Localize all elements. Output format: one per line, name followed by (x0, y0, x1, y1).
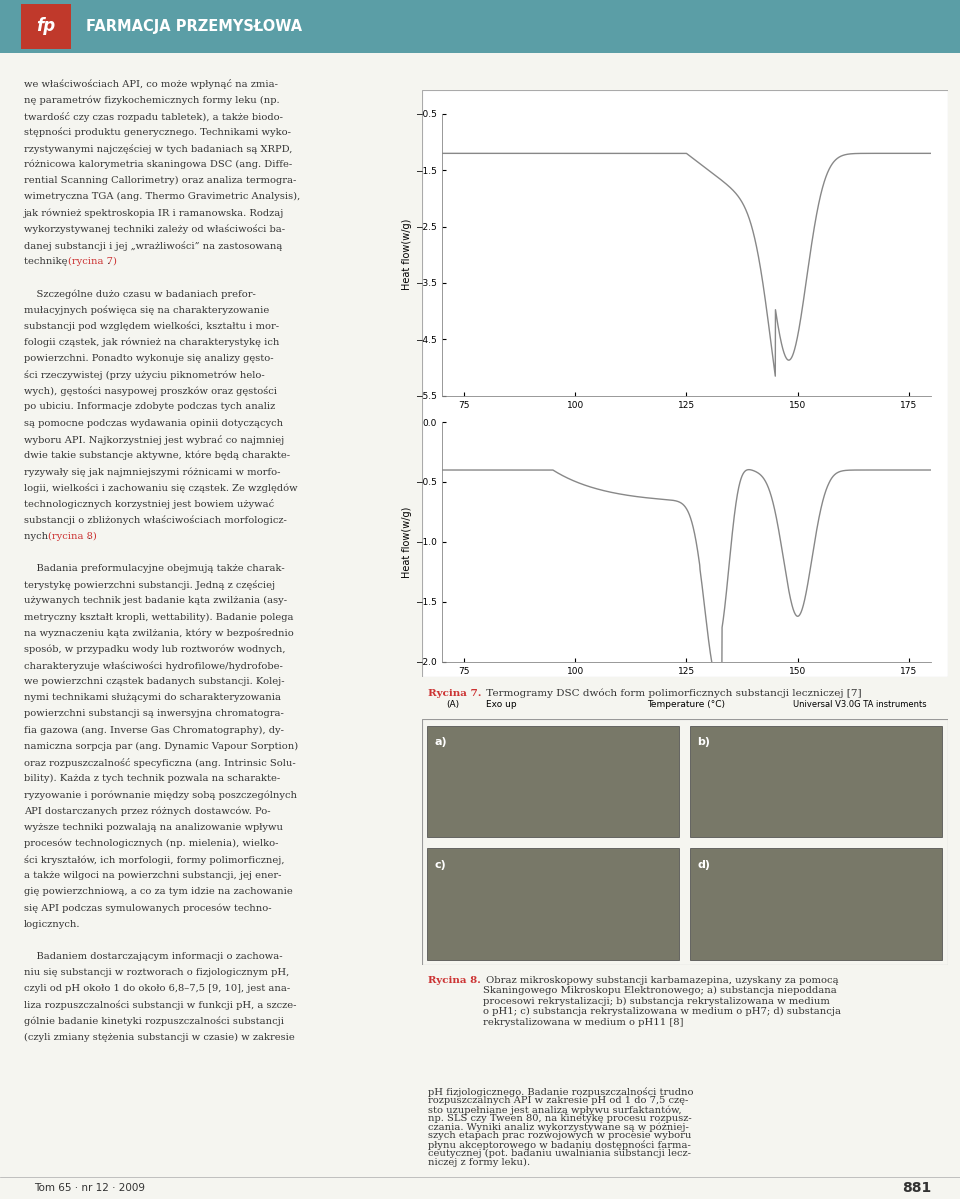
Text: sto uzupełniane jest analizą wpływu surfaktantów,: sto uzupełniane jest analizą wpływu surf… (427, 1105, 682, 1115)
Text: nę parametrów fizykochemicznych formy leku (np.: nę parametrów fizykochemicznych formy le… (24, 96, 279, 104)
Bar (689, 849, 942, 960)
Text: Tom 65 · nr 12 · 2009: Tom 65 · nr 12 · 2009 (34, 1183, 145, 1193)
Text: fologii cząstek, jak również na charakterystykę ich: fologii cząstek, jak również na charakte… (24, 338, 279, 348)
Text: (A): (A) (446, 700, 460, 710)
Text: metryczny kształt kropli, wettability). Badanie polega: metryczny kształt kropli, wettability). … (24, 613, 294, 621)
Text: .: . (107, 257, 109, 266)
Text: liza rozpuszczalności substancji w funkcji pH, a szcze-: liza rozpuszczalności substancji w funkc… (24, 1000, 297, 1010)
Text: danej substancji i jej „wrażliwości” na zastosowaną: danej substancji i jej „wrażliwości” na … (24, 241, 282, 251)
Text: Rycina 7.: Rycina 7. (427, 689, 481, 698)
Text: wykorzystywanej techniki zależy od właściwości ba-: wykorzystywanej techniki zależy od właśc… (24, 224, 285, 234)
Y-axis label: Heat flow(w/g): Heat flow(w/g) (402, 219, 412, 290)
Text: terystykę powierzchni substancji. Jedną z częściej: terystykę powierzchni substancji. Jedną … (24, 580, 276, 590)
Text: są pomocne podczas wydawania opinii dotyczących: są pomocne podczas wydawania opinii doty… (24, 418, 283, 428)
Text: jak również spektroskopia IR i ramanowska. Rodzaj: jak również spektroskopia IR i ramanowsk… (24, 209, 284, 218)
Text: substancji o zbliżonych właściwościach morfologicz-: substancji o zbliżonych właściwościach m… (24, 516, 287, 525)
Text: się API podczas symulowanych procesów techno-: się API podczas symulowanych procesów te… (24, 903, 272, 912)
Text: Universal V3.0G TA instruments: Universal V3.0G TA instruments (793, 700, 926, 710)
Text: fia gazowa (ang. Inverse Gas Chromatography), dy-: fia gazowa (ang. Inverse Gas Chromatogra… (24, 725, 284, 735)
Text: c): c) (435, 860, 446, 869)
Text: gię powierzchniową, a co za tym idzie na zachowanie: gię powierzchniową, a co za tym idzie na… (24, 887, 293, 896)
Text: logicznych.: logicznych. (24, 920, 81, 928)
Text: mułacyjnych poświęca się na charakteryzowanie: mułacyjnych poświęca się na charakteryzo… (24, 306, 269, 315)
Text: dwie takie substancje aktywne, które będą charakte-: dwie takie substancje aktywne, które będ… (24, 451, 290, 460)
Text: charakteryzuje właściwości hydrofilowe/hydrofobe-: charakteryzuje właściwości hydrofilowe/h… (24, 661, 283, 670)
Text: nymi technikami służącymi do scharakteryzowania: nymi technikami służącymi do scharaktery… (24, 693, 281, 703)
Text: używanych technik jest badanie kąta zwilżania (asy-: używanych technik jest badanie kąta zwil… (24, 596, 287, 605)
Text: wych), gęstości nasypowej proszków oraz gęstości: wych), gęstości nasypowej proszków oraz … (24, 386, 277, 396)
Text: .: . (86, 531, 89, 541)
Text: powierzchni substancji są inwersyjna chromatogra-: powierzchni substancji są inwersyjna chr… (24, 710, 284, 718)
Text: Termogramy DSC dwóch form polimorficznych substancji leczniczej [7]: Termogramy DSC dwóch form polimorficznyc… (483, 689, 861, 698)
Text: API dostarczanych przez różnych dostawców. Po-: API dostarczanych przez różnych dostawcó… (24, 807, 271, 815)
Text: stępności produktu generycznego. Technikami wyko-: stępności produktu generycznego. Technik… (24, 127, 291, 138)
Y-axis label: Heat flow(w/g): Heat flow(w/g) (402, 506, 412, 578)
Text: substancji pod względem wielkości, kształtu i mor-: substancji pod względem wielkości, kszta… (24, 321, 279, 331)
Text: bility). Każda z tych technik pozwala na scharakte-: bility). Każda z tych technik pozwala na… (24, 775, 280, 783)
Text: po ubiciu. Informacje zdobyte podczas tych analiz: po ubiciu. Informacje zdobyte podczas ty… (24, 403, 276, 411)
Text: sposób, w przypadku wody lub roztworów wodnych,: sposób, w przypadku wody lub roztworów w… (24, 645, 285, 655)
Text: (rycina 7): (rycina 7) (68, 257, 117, 266)
Text: a także wilgoci na powierzchni substancji, jej ener-: a także wilgoci na powierzchni substancj… (24, 870, 281, 880)
Text: czyli od pH około 1 do około 6,8–7,5 [9, 10], jest ana-: czyli od pH około 1 do około 6,8–7,5 [9,… (24, 984, 290, 993)
Text: na wyznaczeniu kąta zwilżania, który w bezpośrednio: na wyznaczeniu kąta zwilżania, który w b… (24, 628, 294, 638)
Text: Universal V3.0G TA instruments: Universal V3.0G TA instruments (793, 433, 926, 441)
Text: twardość czy czas rozpadu tabletek), a także biodo-: twardość czy czas rozpadu tabletek), a t… (24, 112, 283, 121)
Text: płynu akceptorowego w badaniu dostępności farma-: płynu akceptorowego w badaniu dostępnośc… (427, 1140, 690, 1150)
Text: we właściwościach API, co może wpłynąć na zmia-: we właściwościach API, co może wpłynąć n… (24, 79, 278, 89)
Text: Exo up: Exo up (486, 700, 516, 710)
Text: 881: 881 (902, 1181, 931, 1195)
Text: wyboru API. Najkorzystniej jest wybrać co najmniej: wyboru API. Najkorzystniej jest wybrać c… (24, 435, 284, 445)
Text: wimetryczna TGA (ang. Thermo Gravimetric Analysis),: wimetryczna TGA (ang. Thermo Gravimetric… (24, 192, 300, 201)
Text: logii, wielkości i zachowaniu się cząstek. Ze względów: logii, wielkości i zachowaniu się cząste… (24, 483, 298, 493)
Text: czania. Wyniki analiz wykorzystywane są w póżniej-: czania. Wyniki analiz wykorzystywane są … (427, 1122, 688, 1132)
Text: technikę: technikę (24, 257, 71, 266)
Bar (426, 725, 679, 837)
Text: rzystywanymi najczęściej w tych badaniach są XRPD,: rzystywanymi najczęściej w tych badaniac… (24, 144, 293, 153)
Text: Badaniem dostarczającym informacji o zachowa-: Badaniem dostarczającym informacji o zac… (24, 952, 282, 960)
Text: ści kryształów, ich morfologii, formy polimorficznej,: ści kryształów, ich morfologii, formy po… (24, 855, 284, 864)
Text: niczej z formy leku).: niczej z formy leku). (427, 1158, 530, 1167)
Text: (A): (A) (446, 433, 460, 441)
Text: Szczególne dużo czasu w badaniach prefor-: Szczególne dużo czasu w badaniach prefor… (24, 289, 256, 299)
Text: Temperature (°C): Temperature (°C) (647, 433, 726, 441)
Text: oraz rozpuszczalność specyficzna (ang. Intrinsic Solu-: oraz rozpuszczalność specyficzna (ang. I… (24, 758, 296, 767)
Text: (czyli zmiany stężenia substancji w czasie) w zakresie: (czyli zmiany stężenia substancji w czas… (24, 1032, 295, 1042)
Text: namiczna sorpcja par (ang. Dynamic Vapour Sorption): namiczna sorpcja par (ang. Dynamic Vapou… (24, 742, 299, 751)
Text: ryzywały się jak najmniejszymi różnicami w morfo-: ryzywały się jak najmniejszymi różnicami… (24, 468, 280, 476)
Text: (rycina 8): (rycina 8) (49, 531, 97, 541)
Text: technologicznych korzystniej jest bowiem używać: technologicznych korzystniej jest bowiem… (24, 499, 275, 510)
Text: nych: nych (24, 531, 51, 541)
Text: np. SLS czy Tween 80, na kinetykę procesu rozpusz-: np. SLS czy Tween 80, na kinetykę proces… (427, 1114, 691, 1122)
Text: powierzchni. Ponadto wykonuje się analizy gęsto-: powierzchni. Ponadto wykonuje się analiz… (24, 354, 274, 363)
Text: Rycina 8.: Rycina 8. (427, 976, 481, 984)
Text: fp: fp (36, 17, 56, 36)
Text: procesów technologicznych (np. mielenia), wielko-: procesów technologicznych (np. mielenia)… (24, 839, 278, 848)
Text: ści rzeczywistej (przy użyciu piknometrów helo-: ści rzeczywistej (przy użyciu piknometró… (24, 370, 265, 380)
Text: FARMACJA PRZEMYSŁOWA: FARMACJA PRZEMYSŁOWA (86, 19, 302, 34)
Text: różnicowa kalorymetria skaningowa DSC (ang. Diffe-: różnicowa kalorymetria skaningowa DSC (a… (24, 159, 292, 169)
Text: wyższe techniki pozwalają na analizowanie wpływu: wyższe techniki pozwalają na analizowani… (24, 823, 283, 832)
Text: d): d) (698, 860, 710, 869)
Bar (21, 5, 71, 48)
Text: niu się substancji w roztworach o fizjologicznym pH,: niu się substancji w roztworach o fizjol… (24, 968, 289, 977)
Text: Badania preformulacyjne obejmują także charak-: Badania preformulacyjne obejmują także c… (24, 564, 285, 573)
Text: ceutycznej (pot. badaniu uwalniania substancji lecz-: ceutycznej (pot. badaniu uwalniania subs… (427, 1149, 690, 1158)
Bar (689, 725, 942, 837)
Text: gólnie badanie kinetyki rozpuszczalności substancji: gólnie badanie kinetyki rozpuszczalności… (24, 1017, 284, 1026)
Text: szych etapach prac rozwojowych w procesie wyboru: szych etapach prac rozwojowych w procesi… (427, 1132, 691, 1140)
Text: we powierzchni cząstek badanych substancji. Kolej-: we powierzchni cząstek badanych substanc… (24, 677, 284, 686)
Text: rential Scanning Callorimetry) oraz analiza termogra-: rential Scanning Callorimetry) oraz anal… (24, 176, 297, 186)
Text: Temperature (°C): Temperature (°C) (647, 700, 726, 710)
Text: Obraz mikroskopowy substancji karbamazepina, uzyskany za pomocą
Skaningowego Mik: Obraz mikroskopowy substancji karbamazep… (483, 976, 841, 1026)
Text: rozpuszczalnych API w zakresie pH od 1 do 7,5 czę-: rozpuszczalnych API w zakresie pH od 1 d… (427, 1096, 688, 1105)
Text: ryzyowanie i porównanie między sobą poszczególnych: ryzyowanie i porównanie między sobą posz… (24, 790, 297, 800)
Text: b): b) (698, 736, 710, 747)
Text: a): a) (435, 736, 447, 747)
Text: pH fizjologicznego. Badanie rozpuszczalności trudno: pH fizjologicznego. Badanie rozpuszczaln… (427, 1087, 693, 1097)
Text: Exo up: Exo up (486, 433, 516, 441)
Bar (426, 849, 679, 960)
